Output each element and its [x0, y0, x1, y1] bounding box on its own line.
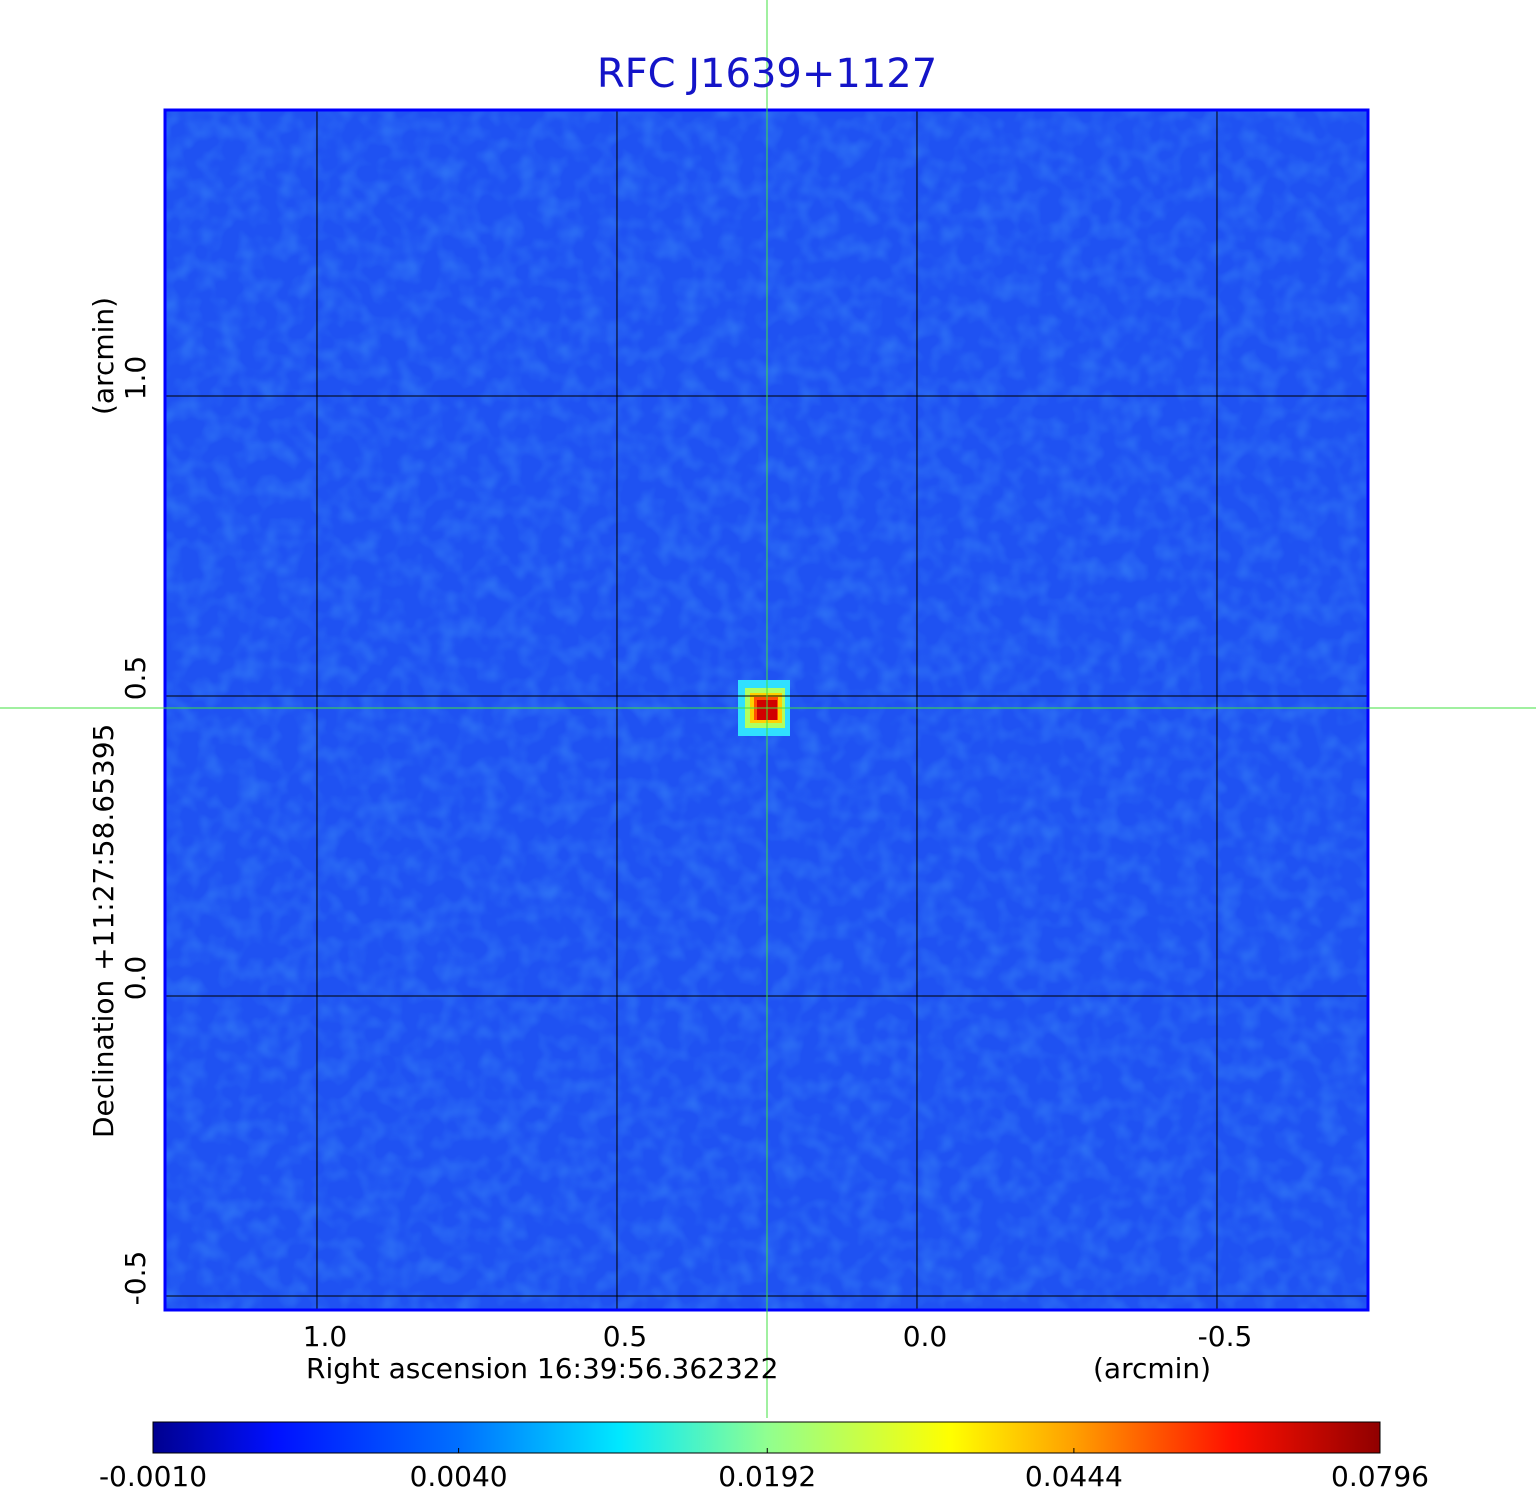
x-tick-label: 0.5: [603, 1320, 648, 1353]
x-axis-label: Right ascension 16:39:56.362322: [306, 1352, 778, 1385]
colorbar-tick-label: 0.0796: [1331, 1460, 1429, 1493]
y-tick-label: 1.0: [119, 356, 152, 401]
x-tick-label: -0.5: [1198, 1320, 1253, 1353]
x-tick-label: 0.0: [903, 1320, 948, 1353]
colorbar-tick-label: 0.0444: [1025, 1460, 1123, 1493]
colorbar-tick-label: -0.0010: [99, 1460, 207, 1493]
colorbar-tick-label: 0.0192: [718, 1460, 816, 1493]
y-axis-label: Declination +11:27:58.65395: [87, 724, 120, 1138]
colorbar: [152, 1421, 1381, 1454]
x-tick-label: 1.0: [303, 1320, 348, 1353]
y-tick-label: -0.5: [119, 1251, 152, 1306]
chart-title: RFC J1639+1127: [597, 51, 937, 97]
y-tick-label: 0.0: [119, 956, 152, 1001]
y-axis-unit: (arcmin): [87, 297, 120, 415]
y-tick-label: 0.5: [119, 656, 152, 701]
x-axis-unit: (arcmin): [1093, 1352, 1211, 1385]
colorbar-tick-label: 0.0040: [410, 1460, 508, 1493]
